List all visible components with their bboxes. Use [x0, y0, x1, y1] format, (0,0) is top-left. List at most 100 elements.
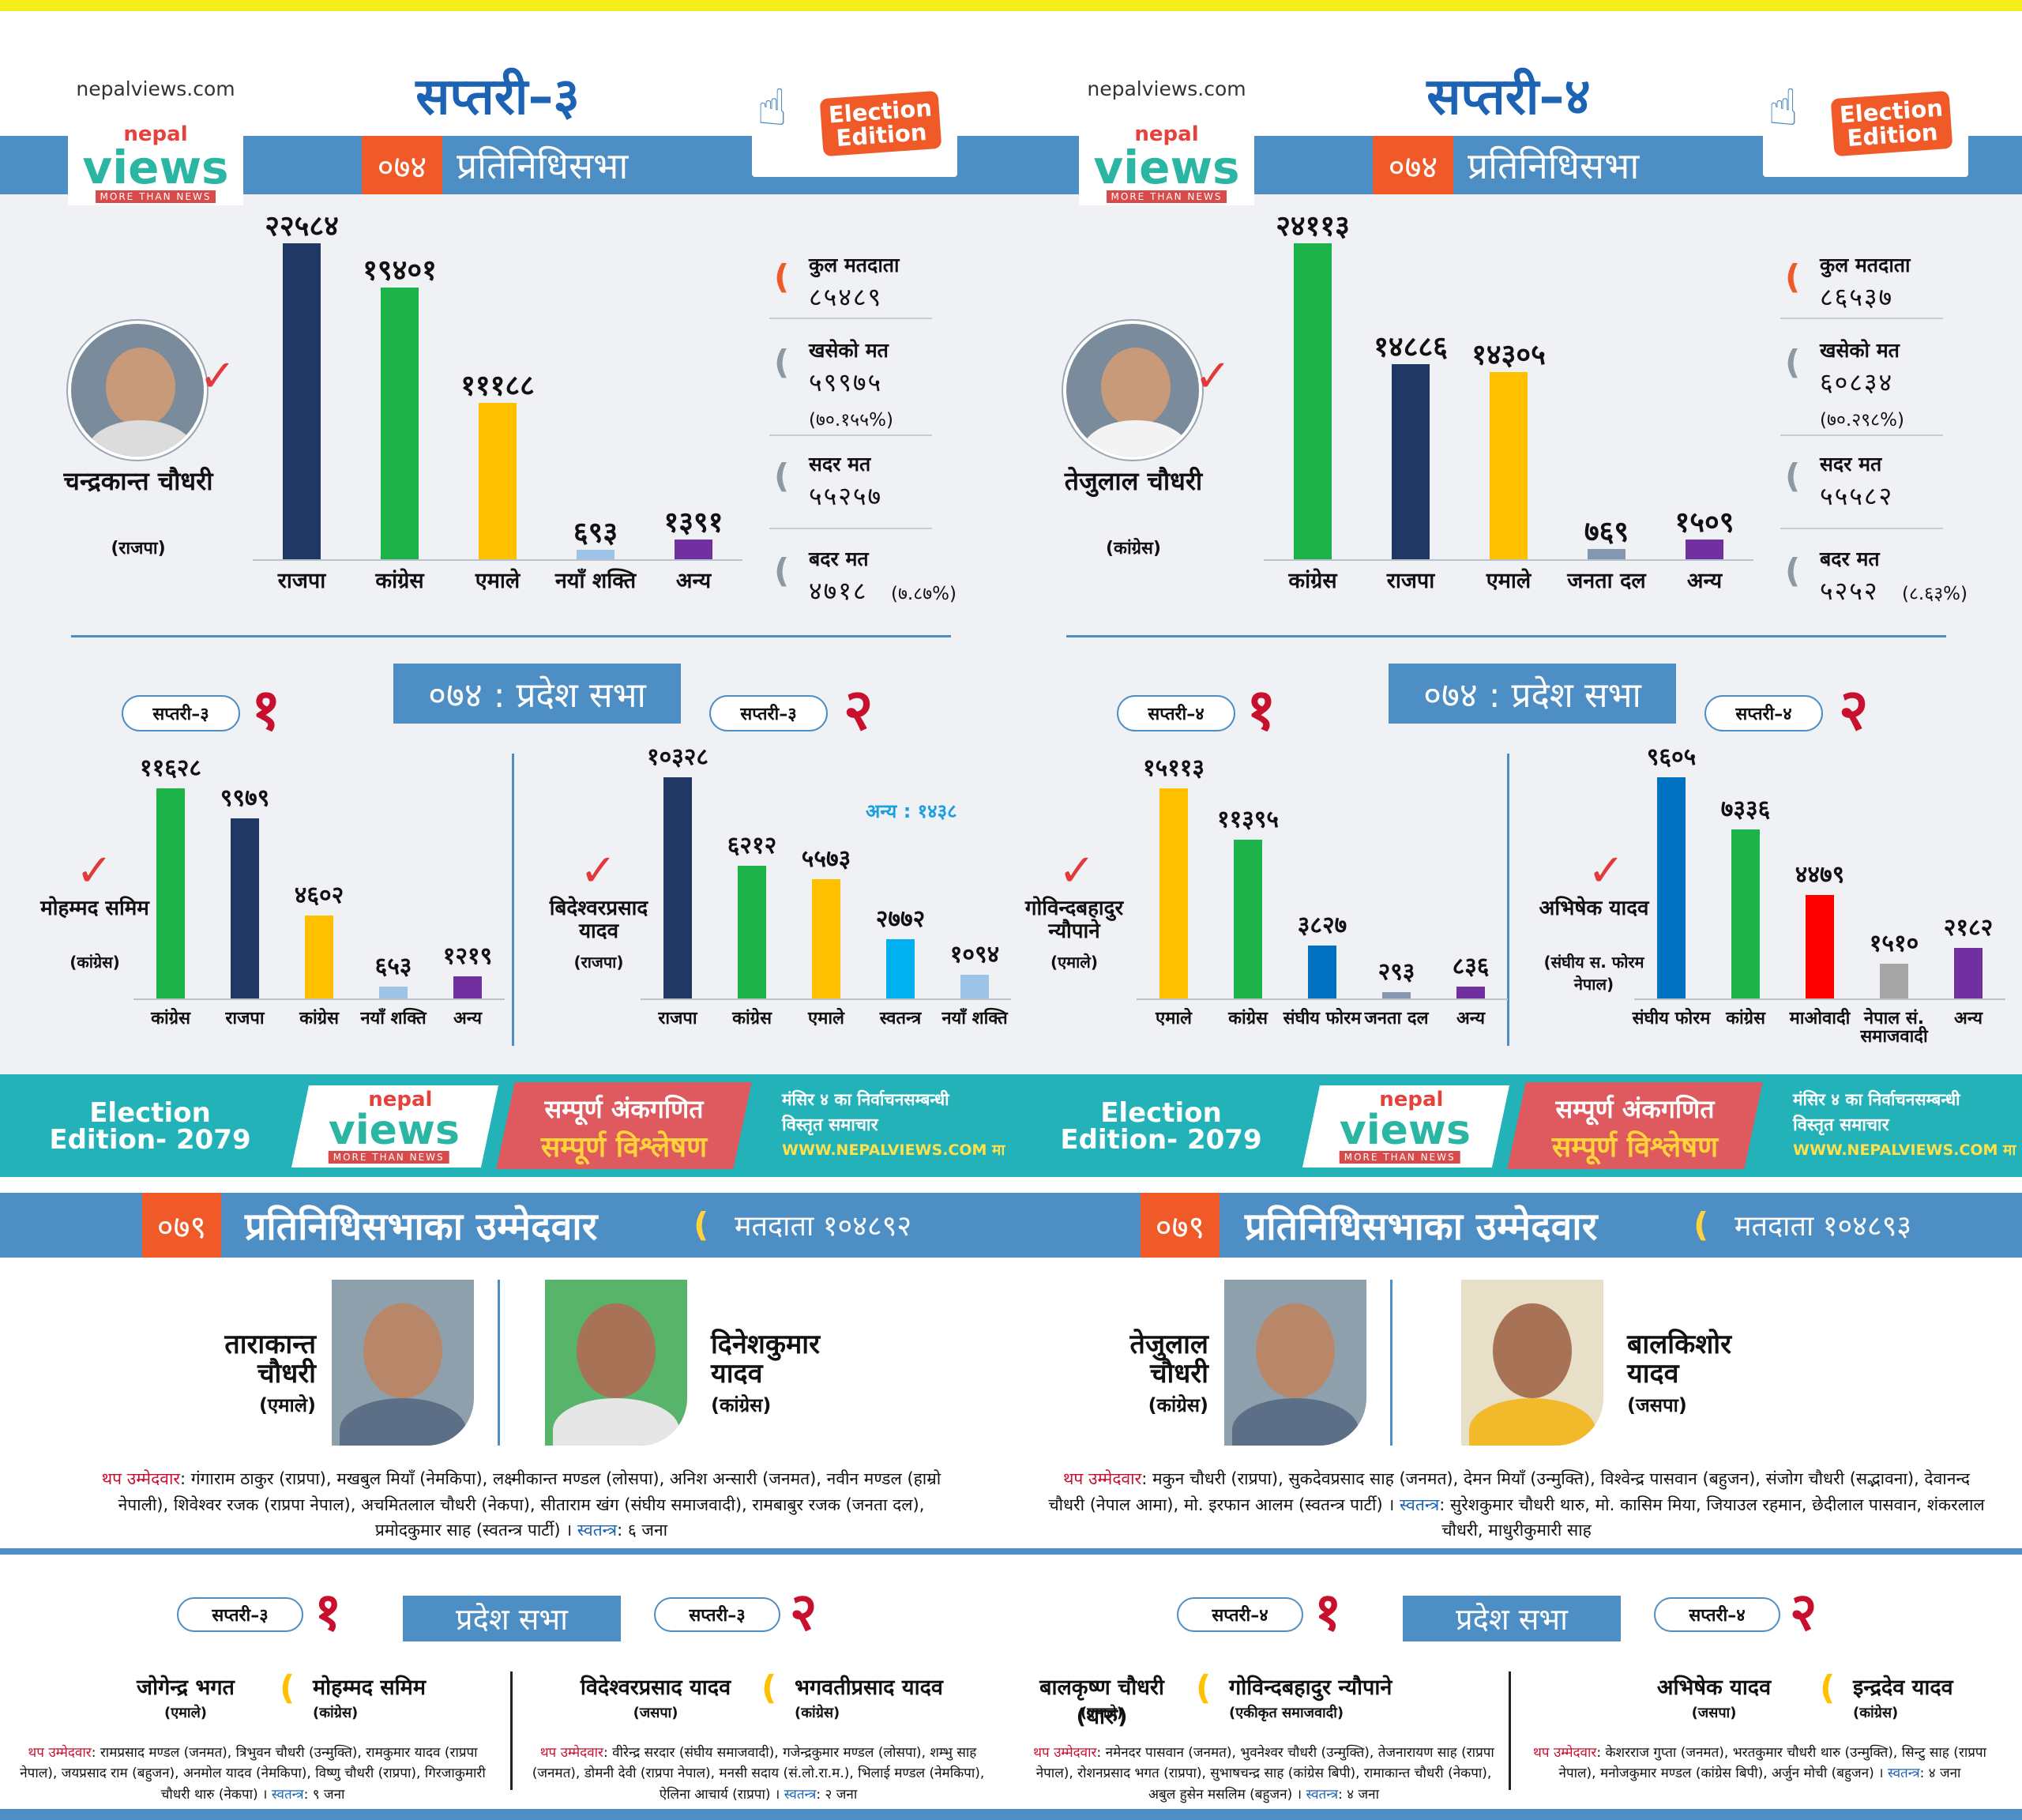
category-label: अन्य — [1953, 1009, 1983, 1028]
category-label: कांग्रेस — [151, 1009, 190, 1028]
bar-value-label: १४३०५ — [1471, 338, 1546, 371]
bar-value-label: ५५७३ — [801, 844, 851, 873]
winner-name: चन्द्रकान्त चौधरी — [63, 466, 213, 496]
bar-value-label: ९६०५ — [1646, 743, 1697, 771]
provincial-divider — [1509, 1671, 1511, 1790]
divider-bracket-icon: ( — [1820, 1668, 1836, 1707]
stat-divider — [1780, 528, 1943, 529]
provincial-1-winner-party: (एमाले) — [1050, 953, 1099, 972]
p2-other-candidates-text: थप उम्मेदवार: केशरराज गुप्ता (जनमत), भरत… — [1523, 1743, 1997, 1784]
voters-count: मतदाता १०४८९२ — [735, 1210, 912, 1243]
bar-value-label: २४११३ — [1276, 210, 1350, 243]
stat-value: ८६५३७ — [1820, 282, 1894, 312]
stat-bracket-icon: ( — [774, 343, 790, 382]
stat-value: ६०८३४ — [1820, 367, 1894, 397]
stat-percent: (७०.१५५%) — [809, 410, 893, 431]
chart-bar — [1954, 948, 1983, 998]
stat-value: ५२५२ — [1820, 576, 1879, 606]
stat-percent: (७.८७%) — [891, 584, 957, 604]
logo-views-text: views — [1339, 1107, 1471, 1154]
divider-bracket-icon: ( — [1196, 1668, 1212, 1707]
chart-bar — [379, 987, 408, 998]
chart-bar — [1382, 992, 1411, 998]
category-label: राजपा — [225, 1009, 265, 1028]
bar-value-label: २९३ — [1377, 958, 1415, 986]
category-label: कांग्रेस — [1288, 569, 1337, 593]
chart-bar — [577, 549, 614, 559]
p2-number: २ — [790, 1581, 817, 1642]
candidate-1-name: तेजुलाल चौधरी — [1129, 1329, 1208, 1390]
category-label: राजपा — [658, 1009, 697, 1028]
bar-value-label: ११३९५ — [1217, 806, 1279, 834]
category-label: नयाँ शक्ति — [554, 569, 637, 593]
chart-bar — [1686, 539, 1723, 559]
provincial-1-pill: सप्तरी–३ — [122, 695, 240, 731]
stat-label: बदर मत — [1820, 547, 1880, 570]
bar-value-label: १३९१ — [663, 506, 723, 540]
constituency-title: सप्तरी–३ — [415, 68, 580, 126]
banner-edition: Election Edition- 2079 — [1060, 1097, 1262, 1156]
bar-value-label: ८३६ — [1452, 953, 1490, 981]
category-label: राजपा — [277, 569, 326, 593]
p2-cand-a-name: अभिषेक यादव — [1656, 1675, 1772, 1700]
section-divider — [1011, 1548, 2022, 1555]
chart-bar — [231, 818, 259, 998]
stat-value: ५५५८२ — [1820, 481, 1894, 511]
p2-number: २ — [1790, 1581, 1817, 1642]
right-2079-candidates: ०७९ प्रतिनिधिसभाका उम्मेदवार (मतदाता १०४८९… — [1011, 1177, 2022, 1809]
year-badge: ०७४ — [362, 136, 442, 194]
winner-check-icon: ✓ — [76, 845, 113, 897]
prov-2079-title: प्रदेश सभा — [1403, 1596, 1621, 1641]
independent-label: स्वतन्त्र — [784, 1786, 817, 1803]
p1-cand-a-party: (एमाले) — [163, 1705, 208, 1721]
other-candidates-label: थप उम्मेदवार — [28, 1745, 92, 1761]
category-label: एमाले — [808, 1009, 844, 1028]
category-label: कांग्रेस — [299, 1009, 339, 1028]
category-label: अन्य — [1686, 569, 1723, 593]
independent-count: : २ जना — [816, 1786, 858, 1803]
chart-bar — [1588, 549, 1625, 559]
independent-label: स्वतन्त्र — [1887, 1765, 1920, 1782]
other-candidates-list: : गंगाराम ठाकुर (राप्रपा), मखबुल मियाँ (… — [118, 1469, 941, 1540]
section-divider — [1066, 635, 1946, 637]
chart-bar — [1392, 364, 1430, 559]
other-candidates-label: थप उम्मेदवार — [1033, 1745, 1097, 1761]
category-label: अन्य — [453, 1009, 483, 1028]
hor-2079-title: प्रतिनिधिसभाका उम्मेदवार — [245, 1204, 598, 1249]
chart-bar — [675, 540, 712, 559]
divider-bracket-icon: ( — [761, 1668, 777, 1707]
provincial-2-winner-name: अभिषेक यादव — [1539, 897, 1649, 920]
bar-value-label: १०३२८ — [647, 743, 708, 771]
hor-2074-chart: २४११३ कांग्रेस १४८८६ राजपा १४३०५ एमाले ७६९ जनता… — [1011, 11, 2022, 643]
chart-bar — [1294, 243, 1332, 559]
stat-label: खसेको मत — [809, 339, 889, 362]
voting-hand-icon: ☝ — [757, 79, 787, 137]
logo-tagline: MORE THAN NEWS — [1106, 190, 1227, 203]
p2-cand-b-party: (कांग्रेस) — [795, 1705, 840, 1721]
chart-bar — [1308, 945, 1336, 998]
logo-tagline: MORE THAN NEWS — [328, 1151, 449, 1164]
bar-value-label: ४६०२ — [294, 881, 344, 909]
p1-cand-a-party: (एमाले) — [1080, 1705, 1124, 1721]
category-label: जनता दल — [1364, 1009, 1429, 1028]
bar-value-label: १०९४ — [949, 941, 1000, 969]
stat-value: ४७१८ — [809, 576, 868, 606]
provincial-1-winner-name: मोहम्मद समिम — [40, 897, 149, 920]
prov-2079-title: प्रदेश सभा — [403, 1596, 621, 1641]
provincial-divider — [510, 1671, 513, 1790]
candidate-divider — [498, 1280, 500, 1446]
bar-value-label: ११६२८ — [140, 754, 201, 782]
independent-count: : ९ जना — [303, 1786, 345, 1803]
bar-value-label: २१८२ — [1943, 914, 1994, 942]
chart-bar — [738, 865, 766, 998]
provincial-2-number: २ — [1839, 676, 1869, 743]
category-label: कांग्रेस — [1726, 1009, 1765, 1028]
bar-value-label: ६९३ — [573, 516, 618, 549]
face-shape — [1256, 1303, 1335, 1398]
category-label: एमाले — [475, 569, 521, 593]
candidate-2-photo — [545, 1280, 687, 1446]
p1-cand-b-party: (कांग्रेस) — [313, 1705, 359, 1721]
p2-cand-b-name: भगवतीप्रसाद यादव — [795, 1675, 943, 1700]
category-label: नयाँ शक्ति — [941, 1009, 1008, 1028]
p1-cand-a-name: जोगेन्द्र भगत — [137, 1675, 235, 1700]
